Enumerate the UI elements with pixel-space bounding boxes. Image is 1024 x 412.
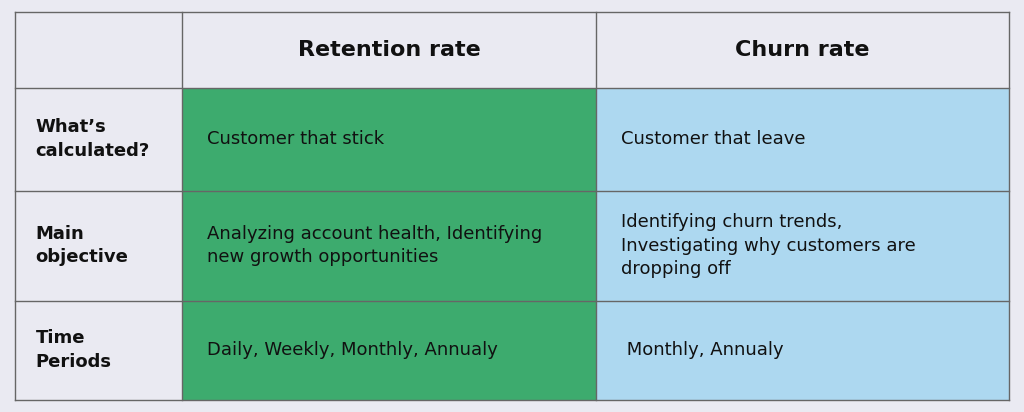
FancyBboxPatch shape bbox=[15, 301, 182, 400]
Text: Analyzing account health, Identifying
new growth opportunities: Analyzing account health, Identifying ne… bbox=[207, 225, 543, 267]
Text: What’s
calculated?: What’s calculated? bbox=[36, 118, 150, 160]
Text: Retention rate: Retention rate bbox=[298, 40, 480, 60]
Text: Daily, Weekly, Monthly, Annualy: Daily, Weekly, Monthly, Annualy bbox=[207, 341, 498, 359]
Text: Customer that leave: Customer that leave bbox=[622, 130, 806, 148]
FancyBboxPatch shape bbox=[15, 190, 182, 301]
FancyBboxPatch shape bbox=[596, 88, 1009, 190]
FancyBboxPatch shape bbox=[182, 12, 596, 88]
FancyBboxPatch shape bbox=[596, 190, 1009, 301]
Text: Time
Periods: Time Periods bbox=[36, 330, 112, 371]
FancyBboxPatch shape bbox=[15, 88, 182, 190]
Text: Monthly, Annualy: Monthly, Annualy bbox=[622, 341, 783, 359]
Text: Main
objective: Main objective bbox=[36, 225, 128, 267]
FancyBboxPatch shape bbox=[596, 301, 1009, 400]
Text: Customer that stick: Customer that stick bbox=[207, 130, 384, 148]
Text: Identifying churn trends,
Investigating why customers are
dropping off: Identifying churn trends, Investigating … bbox=[622, 213, 915, 278]
FancyBboxPatch shape bbox=[15, 12, 182, 88]
FancyBboxPatch shape bbox=[182, 301, 596, 400]
FancyBboxPatch shape bbox=[182, 190, 596, 301]
FancyBboxPatch shape bbox=[596, 12, 1009, 88]
FancyBboxPatch shape bbox=[182, 88, 596, 190]
Text: Churn rate: Churn rate bbox=[735, 40, 869, 60]
